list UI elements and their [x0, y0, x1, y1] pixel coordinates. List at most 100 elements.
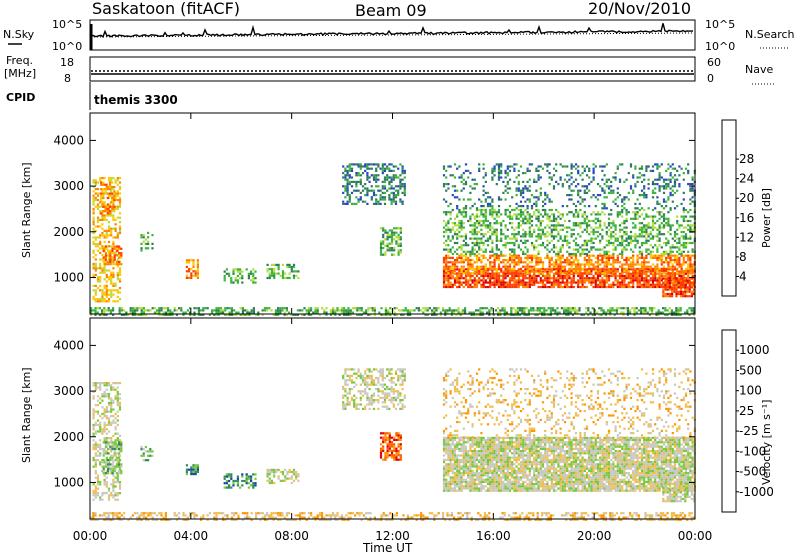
power-cell — [542, 205, 544, 207]
power-cell — [395, 227, 397, 229]
power-cell — [458, 257, 460, 259]
power-cell — [193, 312, 195, 314]
power-cell — [674, 255, 676, 257]
power-cell — [538, 209, 540, 211]
power-cell — [197, 266, 199, 268]
power-cell — [393, 196, 395, 198]
power-cell — [611, 307, 613, 309]
power-cell — [639, 209, 641, 211]
power-cell — [382, 168, 384, 170]
power-cell — [106, 219, 108, 221]
power-cell — [582, 201, 584, 203]
power-cell — [628, 192, 630, 194]
power-cell — [652, 268, 654, 270]
power-cell — [451, 312, 453, 314]
power-cell — [623, 220, 625, 222]
power-cell — [610, 272, 612, 274]
power-cell — [522, 253, 524, 255]
power-cell — [445, 231, 447, 233]
power-cell — [100, 212, 102, 214]
power-cell — [480, 209, 482, 211]
power-cell — [112, 274, 114, 276]
power-cell — [483, 242, 485, 244]
power-cell — [233, 309, 235, 311]
power-cell — [500, 282, 502, 284]
power-cell — [604, 246, 606, 248]
power-cell — [672, 246, 674, 248]
power-cell — [637, 218, 639, 220]
power-cell — [560, 273, 562, 275]
power-cell — [389, 236, 391, 238]
power-cell — [197, 268, 199, 270]
power-cell — [454, 251, 456, 253]
power-cell — [375, 170, 377, 172]
power-cell — [654, 183, 656, 185]
power-cell — [467, 272, 469, 274]
power-cell — [555, 218, 557, 220]
power-cell — [678, 284, 680, 286]
power-cell — [220, 312, 222, 314]
power-cell — [672, 238, 674, 240]
power-cell — [652, 227, 654, 229]
power-cell — [505, 282, 507, 284]
power-cell — [502, 277, 504, 279]
power-colorbar-tick-label: 28 — [739, 152, 754, 166]
power-cell — [615, 273, 617, 275]
power-cell — [358, 163, 360, 165]
power-cell — [663, 201, 665, 203]
power-cell — [119, 192, 121, 194]
power-cell — [546, 249, 548, 251]
velocity-cell — [226, 514, 228, 516]
power-cell — [528, 312, 530, 314]
power-cell — [689, 280, 691, 282]
power-cell — [667, 222, 669, 224]
power-cell — [282, 270, 284, 272]
power-cell — [584, 279, 586, 281]
power-cell — [358, 172, 360, 174]
power-cell — [661, 273, 663, 275]
power-cell — [113, 186, 115, 188]
power-cell — [458, 222, 460, 224]
power-cell — [682, 282, 684, 284]
power-cell — [648, 222, 650, 224]
power-cell — [351, 163, 353, 165]
power-cell — [579, 266, 581, 268]
power-cell — [632, 235, 634, 237]
power-cell — [454, 284, 456, 286]
power-cell — [527, 207, 529, 209]
power-cell — [628, 235, 630, 237]
power-cell — [104, 265, 106, 267]
power-cell — [538, 229, 540, 231]
power-cell — [538, 198, 540, 200]
power-cell — [672, 163, 674, 165]
power-cell — [678, 275, 680, 277]
power-cell — [652, 235, 654, 237]
power-cell — [598, 307, 600, 309]
power-cell — [634, 240, 636, 242]
power-cell — [454, 266, 456, 268]
power-cell — [614, 309, 616, 311]
power-cell — [474, 222, 476, 224]
power-cell — [452, 263, 454, 265]
power-cell — [141, 307, 143, 309]
power-cell — [465, 170, 467, 172]
power-cell — [456, 275, 458, 277]
power-cell — [108, 307, 110, 309]
power-cell — [557, 253, 559, 255]
power-cell — [502, 192, 504, 194]
power-cell — [566, 284, 568, 286]
power-cell — [391, 187, 393, 189]
power-cell — [626, 196, 628, 198]
power-cell — [582, 284, 584, 286]
power-cell — [577, 172, 579, 174]
power-cell — [511, 222, 513, 224]
power-cell — [366, 172, 368, 174]
power-cell — [151, 243, 153, 245]
power-cell — [241, 282, 243, 284]
power-cell — [612, 201, 614, 203]
power-cell — [395, 201, 397, 203]
power-cell — [643, 282, 645, 284]
power-cell — [99, 280, 101, 282]
power-cell — [384, 229, 386, 231]
power-cell — [498, 249, 500, 251]
